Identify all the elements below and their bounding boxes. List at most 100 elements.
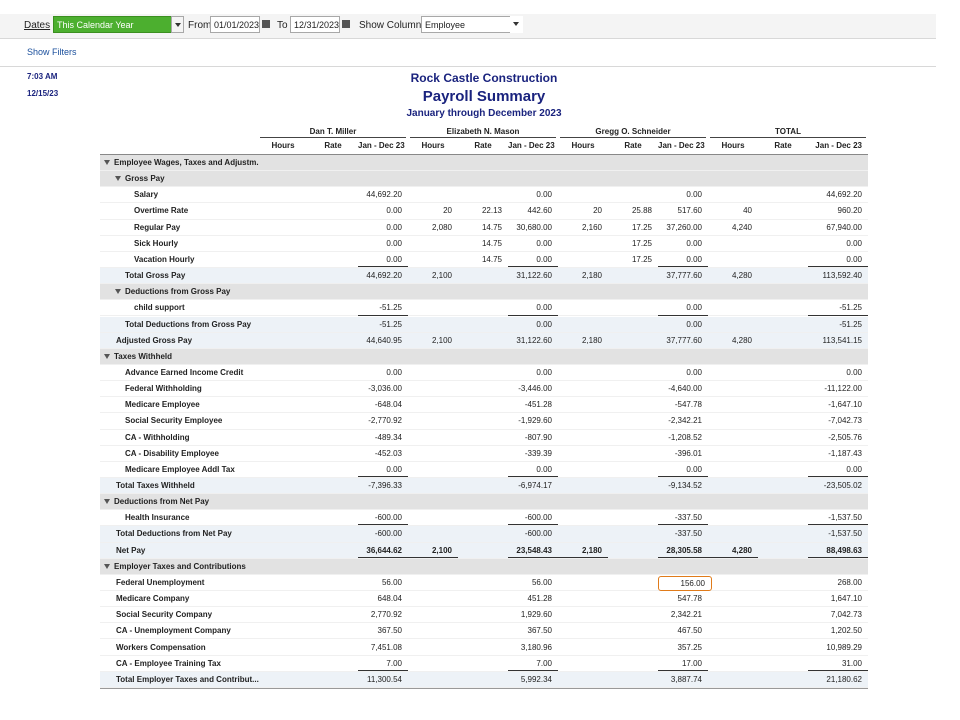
report-cell: 28,305.58	[658, 544, 708, 560]
column-header: Hours	[721, 141, 745, 150]
from-calendar[interactable]	[262, 20, 270, 28]
collapse-arrow	[104, 353, 110, 359]
report-row: Workers Compensation 7,451.08 3,180.96 357.…	[100, 639, 868, 656]
row-label: Medicare Employee	[125, 400, 200, 410]
report-cell: 268.00	[837, 577, 862, 587]
report-cell: -51.25	[358, 301, 408, 316]
report-cell: 0.00	[658, 463, 708, 477]
report-cell: 2,342.21	[670, 610, 702, 620]
from-input[interactable]: 01/01/2023	[210, 16, 260, 33]
report-cell: 10,989.29	[826, 642, 862, 652]
report-cell: 20	[593, 206, 602, 216]
to-input[interactable]: 12/31/2023	[290, 16, 340, 33]
report-cell: 31.00	[808, 657, 868, 671]
show-columns-select[interactable]: Employee	[421, 16, 511, 33]
report-cell: 44,640.95	[366, 335, 402, 345]
report-cell: -1,537.50	[808, 511, 868, 526]
report-cell: 4,240	[731, 222, 752, 232]
row-label: Adjusted Gross Pay	[116, 335, 193, 345]
row-label: Workers Compensation	[116, 642, 206, 652]
report-cell: 0.00	[386, 238, 402, 248]
report-cell: -7,042.73	[828, 416, 862, 426]
show-columns-dropdown[interactable]	[510, 16, 523, 33]
report-cell: 0.00	[686, 238, 702, 248]
report-cell: -600.00	[358, 511, 408, 526]
report-cell: 442.60	[527, 206, 552, 216]
report-cell: 0.00	[808, 253, 868, 268]
report-cell: 0.00	[386, 367, 402, 377]
report-cell: 2,100	[408, 544, 458, 560]
row-label: Salary	[134, 190, 159, 200]
report-cell: -1,208.52	[668, 432, 702, 442]
report-row: Federal Unemployment 56.00 56.00 156.00 268.…	[100, 574, 868, 592]
report-cell: 20	[443, 206, 452, 216]
report-cell: 37,777.60	[666, 271, 702, 281]
report-row: Social Security Company 2,770.92 1,929.60 2…	[100, 607, 868, 624]
header-rule	[100, 154, 868, 155]
table-bottom-rule	[100, 687, 868, 689]
report-cell: 37,777.60	[666, 335, 702, 345]
report-cell: 2,180	[581, 335, 602, 345]
report-row: Health Insurance -600.00 -600.00 -337.50 -1,…	[100, 510, 868, 527]
report-cell: 11,300.54	[367, 674, 402, 684]
row-label: Total Taxes Withheld	[116, 481, 195, 490]
report-cell: -452.03	[374, 448, 402, 458]
report-cell: -337.50	[674, 529, 702, 539]
report-cell: -489.34	[374, 432, 402, 442]
report-cell: 17.25	[631, 254, 652, 264]
report-title: Payroll Summary	[422, 88, 546, 105]
to-calendar[interactable]	[342, 20, 350, 28]
row-label: Employee Wages, Taxes and Adjustm.	[114, 158, 259, 167]
report-cell: 0.00	[536, 319, 552, 329]
row-label: Total Gross Pay	[125, 271, 186, 281]
column-header: Hours	[571, 141, 595, 150]
row-label: Total Deductions from Gross Pay	[125, 319, 252, 329]
report-cell: 44,692.20	[826, 190, 862, 200]
report-cell: 0.00	[686, 319, 702, 329]
report-cell: 0.00	[846, 238, 862, 248]
report-cell: -1,187.43	[828, 448, 862, 458]
report-cell: 67,940.00	[826, 222, 862, 232]
report-cell: -2,770.92	[368, 416, 402, 426]
from-label: From	[188, 20, 212, 31]
column-header: Rate	[324, 141, 342, 150]
employee-header: Elizabeth N. Mason	[410, 127, 556, 138]
row-label: CA - Employee Training Tax	[116, 658, 221, 668]
report-row: CA - Unemployment Company 367.50 367.50 467…	[100, 623, 868, 640]
report-cell: 17.25	[631, 222, 652, 232]
dates-dropdown[interactable]	[171, 16, 184, 33]
dates-label: Dates	[24, 20, 51, 31]
report-cell: 31,122.60	[516, 271, 552, 281]
report-cell: 21,180.62	[826, 674, 862, 684]
report-cell: 1,202.50	[830, 626, 862, 636]
report-cell: 1,647.10	[830, 594, 862, 604]
report-row: Total Employer Taxes and Contribut... 11,…	[100, 671, 868, 688]
row-label: Health Insurance	[125, 513, 190, 523]
report-cell: 2,770.92	[370, 610, 402, 620]
dates-select[interactable]: This Calendar Year	[53, 16, 172, 33]
row-label: CA - Unemployment Company	[116, 626, 231, 636]
report-cell: 0.00	[508, 463, 558, 477]
report-cell: -600.00	[524, 529, 552, 539]
report-cell: -51.25	[808, 301, 868, 316]
report-cell: 517.60	[677, 206, 702, 216]
report-cell: 3,180.96	[520, 642, 552, 652]
report-cell: 113,592.40	[822, 271, 862, 281]
report-row: Overtime Rate 0.00 20 22.13 442.60 20 25.88 517…	[100, 203, 868, 220]
show-filters-link[interactable]: Show Filters	[27, 47, 77, 57]
report-cell: 88,498.63	[808, 544, 868, 560]
report-cell: 0.00	[808, 463, 868, 477]
collapse-arrow	[104, 563, 110, 569]
row-label: Vacation Hourly	[134, 254, 195, 264]
report-cell: 0.00	[846, 367, 862, 377]
report-cell: 17.00	[658, 657, 708, 671]
report-cell: 0.00	[536, 190, 552, 200]
report-row: Gross Pay	[100, 171, 868, 188]
row-label: Advance Earned Income Credit	[125, 367, 244, 377]
report-row: CA - Disability Employee -452.03 -339.39 -3…	[100, 445, 868, 462]
report-cell: -1,537.50	[828, 529, 862, 539]
report-cell: -3,446.00	[518, 384, 552, 394]
report-cell: 0.00	[386, 206, 402, 216]
report-cell: 22.13	[481, 206, 502, 216]
row-label: Employer Taxes and Contributions	[114, 561, 246, 571]
